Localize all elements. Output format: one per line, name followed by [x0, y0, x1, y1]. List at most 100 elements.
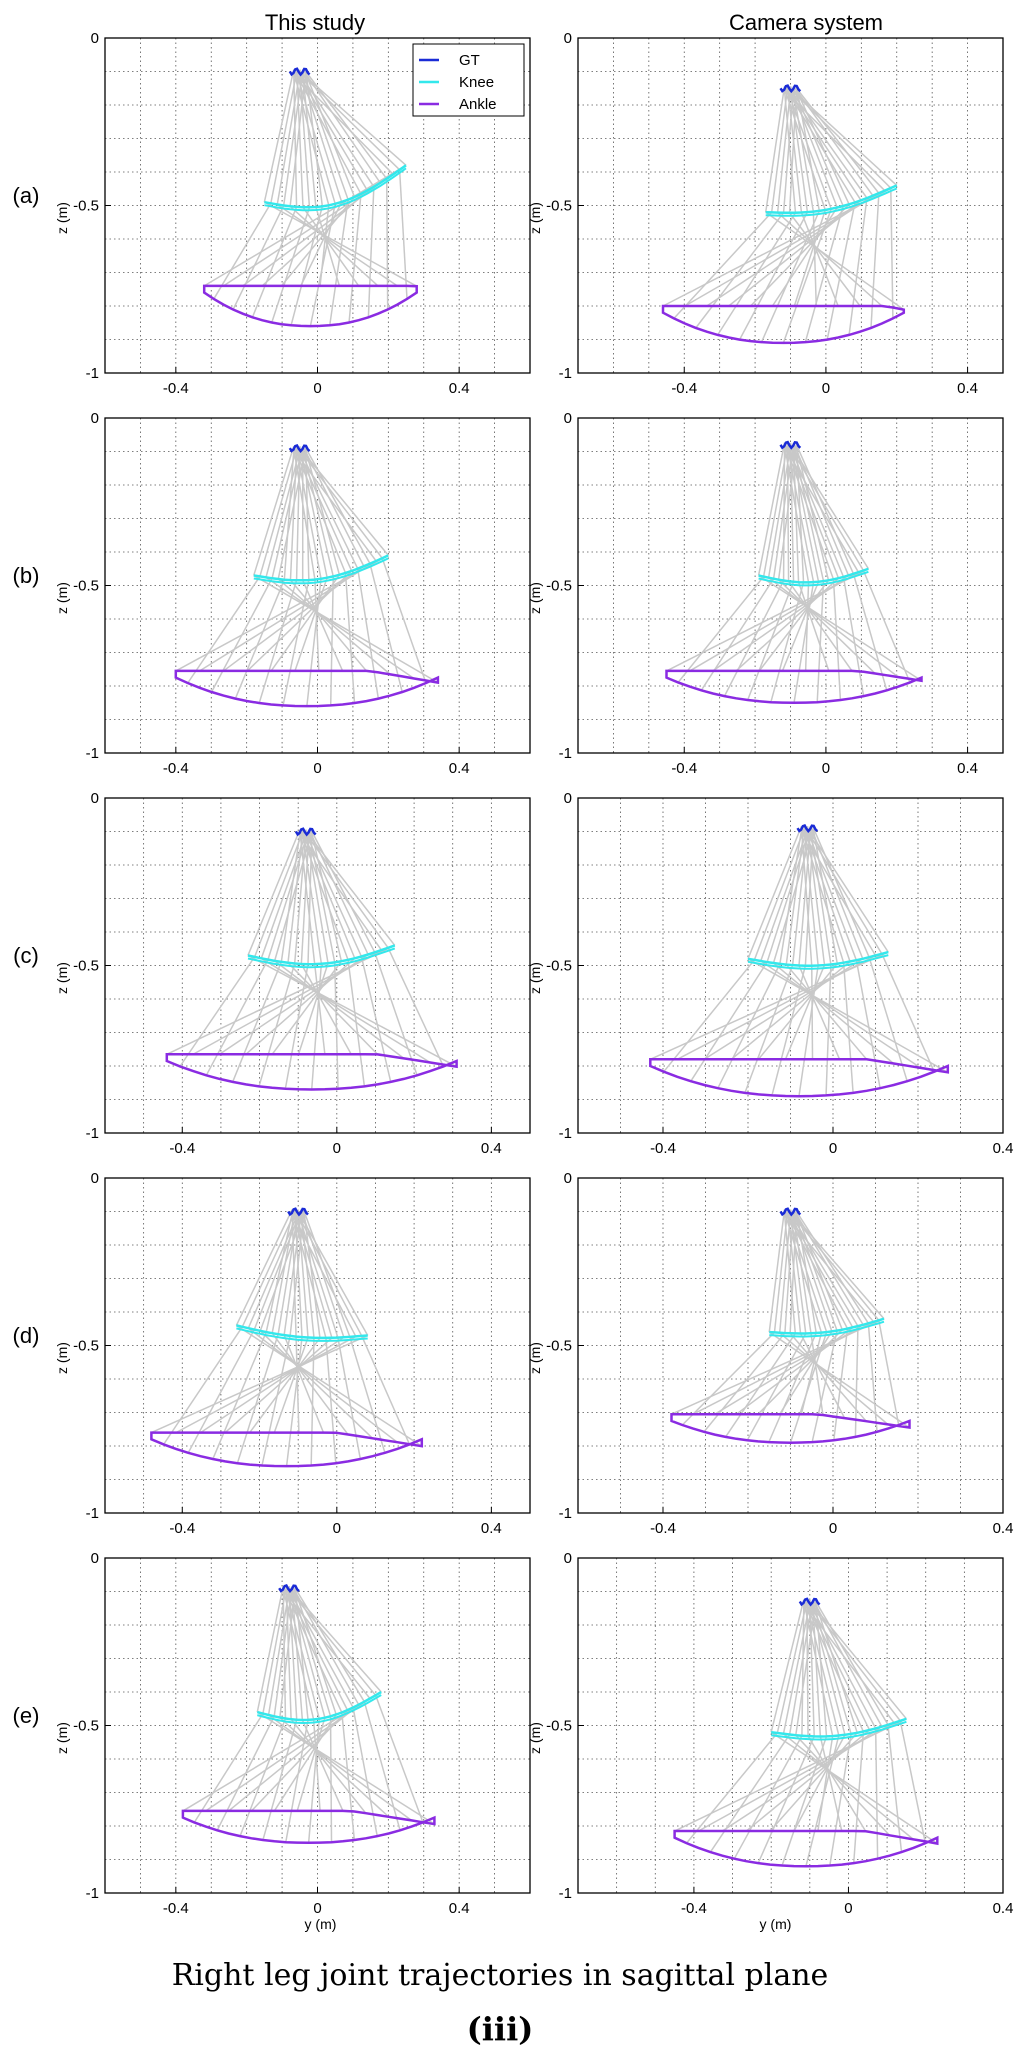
- panel-a-this-study: 0 -0.5 -1 -0.4 0 0.4 z (m) (a) GT Knee Ankle: [13, 30, 531, 397]
- thigh-link: [786, 87, 862, 201]
- thigh-link: [809, 1601, 907, 1720]
- gt-trajectory: [779, 440, 802, 450]
- shank-link: [797, 581, 830, 672]
- thigh-link: [806, 1603, 840, 1736]
- shank-link: [816, 581, 825, 703]
- shank-link: [187, 576, 261, 684]
- shank-link: [798, 965, 841, 1060]
- knee-trajectory-return: [747, 954, 889, 970]
- shank-link: [249, 1337, 321, 1434]
- shank-link: [677, 576, 765, 683]
- knee-trajectory-return: [769, 1320, 885, 1338]
- y-tick-label: 0: [91, 1170, 99, 1187]
- thigh-link: [299, 71, 311, 208]
- thigh-link: [809, 825, 864, 960]
- y-axis-label: z (m): [54, 1342, 70, 1374]
- column-title-this-study: This study: [265, 10, 365, 35]
- shank-link: [302, 206, 360, 287]
- shank-link: [807, 1735, 867, 1832]
- gt-trajectory: [779, 84, 802, 94]
- thigh-link: [789, 1211, 885, 1320]
- shank-link: [832, 579, 842, 701]
- shank-link: [826, 202, 856, 340]
- thigh-link: [271, 1209, 296, 1334]
- thigh-link: [293, 69, 362, 195]
- shank-link: [285, 1337, 303, 1467]
- ankle-trajectory: [649, 1058, 950, 1098]
- knee-trajectory: [769, 1317, 885, 1335]
- gt-trajectory: [779, 1207, 802, 1217]
- shank-link: [398, 169, 408, 299]
- thigh-link: [305, 829, 329, 964]
- x-tick-label: 0: [333, 1520, 341, 1537]
- y-tick-label: 0: [91, 790, 99, 807]
- thigh-link: [776, 1601, 808, 1734]
- shank-link: [789, 1332, 867, 1422]
- thigh-link: [815, 1601, 889, 1726]
- thigh-link: [809, 1603, 877, 1729]
- shank-link: [163, 1326, 243, 1445]
- thigh-link: [786, 1213, 828, 1333]
- shank-link: [733, 1735, 803, 1860]
- y-tick-label: -1: [86, 365, 99, 382]
- thigh-link: [296, 73, 336, 205]
- thigh-link: [288, 1589, 354, 1708]
- thigh-link: [267, 1590, 290, 1716]
- shank-link: [175, 1335, 357, 1434]
- thigh-link: [789, 85, 838, 208]
- thigh-link: [786, 442, 865, 571]
- thigh-link: [786, 1209, 880, 1321]
- shank-link: [768, 1331, 910, 1429]
- knee-trajectory-return: [771, 1720, 907, 1741]
- thigh-link: [302, 833, 323, 964]
- x-tick-label: 0: [829, 1520, 837, 1537]
- x-tick-label: 0.4: [993, 1140, 1014, 1157]
- knee-trajectory-return: [247, 947, 396, 969]
- shank-link: [313, 964, 326, 1055]
- y-tick-label: -0.5: [73, 1338, 99, 1355]
- x-tick-label: -0.4: [163, 380, 189, 397]
- figure-caption: Right leg joint trajectories in sagittal…: [172, 1958, 829, 1993]
- shank-link: [166, 944, 396, 1055]
- thigh-link: [299, 69, 343, 203]
- y-tick-label: -1: [559, 1125, 572, 1142]
- thigh-link: [303, 1211, 351, 1338]
- y-tick-label: -0.5: [73, 958, 99, 975]
- thigh-link: [285, 1585, 377, 1696]
- shank-link: [284, 964, 309, 1089]
- shank-link: [811, 1330, 838, 1443]
- thigh-link: [806, 827, 889, 953]
- shank-link: [213, 202, 272, 300]
- shank-link: [793, 209, 826, 307]
- thigh-link: [782, 1603, 811, 1734]
- thigh-link: [299, 833, 383, 951]
- shank-link: [771, 965, 807, 1096]
- thigh-link: [265, 449, 301, 578]
- thigh-link: [265, 1213, 293, 1333]
- thigh-link: [806, 826, 826, 966]
- y-tick-label: -0.5: [73, 578, 99, 595]
- x-tick-label: 0.4: [481, 1520, 502, 1537]
- knee-trajectory: [264, 164, 407, 209]
- gt-trajectory: [796, 823, 819, 834]
- thigh-link: [263, 69, 295, 203]
- thigh-link: [293, 449, 377, 562]
- thigh-link: [803, 1603, 895, 1724]
- thigh-link: [253, 831, 304, 958]
- y-tick-label: -1: [86, 1885, 99, 1902]
- x-tick-label: -0.4: [163, 760, 189, 777]
- shank-link: [307, 1718, 321, 1843]
- y-tick-label: -0.5: [546, 198, 572, 215]
- y-tick-label: -0.5: [546, 578, 572, 595]
- shank-link: [381, 557, 427, 684]
- x-tick-label: 0.4: [957, 760, 978, 777]
- y-tick-label: 0: [91, 30, 99, 47]
- shank-link: [236, 1334, 279, 1464]
- shank-link: [848, 197, 868, 336]
- shank-link: [717, 963, 781, 1089]
- shank-link: [228, 1704, 360, 1812]
- shank-link: [673, 211, 773, 319]
- thigh-link: [288, 1587, 382, 1693]
- thigh-link: [809, 1601, 815, 1737]
